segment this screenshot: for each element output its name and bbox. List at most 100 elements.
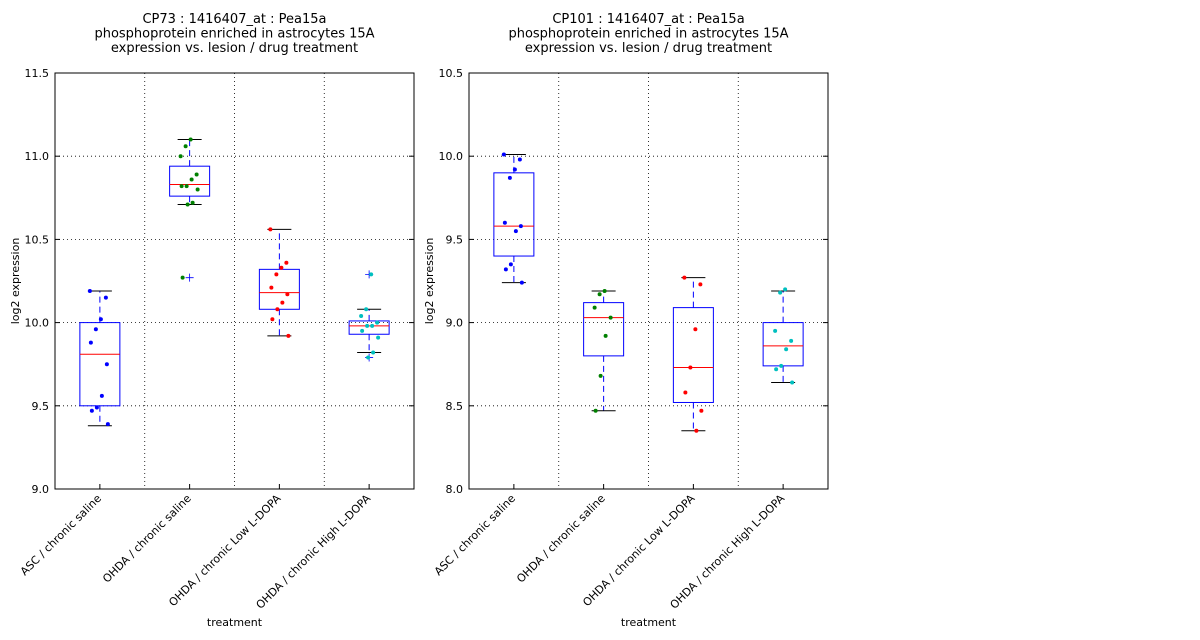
data-point xyxy=(89,408,94,413)
box xyxy=(79,322,121,407)
x-tick-label: ASC / chronic saline xyxy=(18,492,104,578)
chart-title: CP101 : 1416407_at : Pea15a xyxy=(552,12,744,27)
y-tick-label: 10.5 xyxy=(25,233,50,246)
data-point xyxy=(519,280,524,285)
y-tick-label: 9.0 xyxy=(446,317,464,330)
data-point xyxy=(512,167,517,172)
data-point xyxy=(376,335,381,340)
data-point xyxy=(598,373,603,378)
data-point xyxy=(99,393,104,398)
data-point xyxy=(280,300,285,305)
data-point xyxy=(365,323,370,328)
x-tick-label: ASC / chronic saline xyxy=(432,492,518,578)
data-point xyxy=(682,275,687,280)
data-point xyxy=(93,327,98,332)
data-point xyxy=(268,227,273,232)
box xyxy=(672,307,714,403)
data-point xyxy=(359,313,364,318)
data-point xyxy=(518,224,523,229)
data-point xyxy=(370,323,375,328)
y-tick-label: 10.5 xyxy=(439,67,464,80)
data-point xyxy=(602,288,607,293)
data-point xyxy=(774,367,779,372)
chart: CP73 : 1416407_at : Pea15aphosphoprotein… xyxy=(9,12,415,629)
y-tick-label: 8.5 xyxy=(446,400,464,413)
x-tick-label: OHDA / chronic saline xyxy=(100,492,194,586)
data-point xyxy=(694,428,699,433)
y-axis-label: log2 expression xyxy=(423,238,436,325)
y-tick-label: 10.0 xyxy=(439,150,464,163)
box xyxy=(583,302,625,357)
data-point xyxy=(517,157,522,162)
data-point xyxy=(270,317,275,322)
data-point xyxy=(104,362,109,367)
data-point xyxy=(501,152,506,157)
chart-title: expression vs. lesion / drug treatment xyxy=(525,41,772,56)
data-point xyxy=(183,144,188,149)
data-point xyxy=(778,290,783,295)
data-point xyxy=(688,365,693,370)
data-point xyxy=(502,220,507,225)
data-point xyxy=(190,200,195,205)
data-point xyxy=(285,292,290,297)
y-tick-label: 9.5 xyxy=(446,233,464,246)
y-tick-label: 10.0 xyxy=(25,317,50,330)
data-point xyxy=(592,305,597,310)
data-point xyxy=(790,380,795,385)
box xyxy=(348,320,390,335)
data-point xyxy=(360,328,365,333)
chart-title: expression vs. lesion / drug treatment xyxy=(111,41,358,56)
data-point xyxy=(784,347,789,352)
box xyxy=(169,165,211,197)
data-point xyxy=(98,317,103,322)
chart: CP101 : 1416407_at : Pea15aphosphoprotei… xyxy=(423,12,829,629)
y-tick-label: 9.5 xyxy=(32,400,50,413)
data-point xyxy=(88,340,93,345)
data-point xyxy=(699,408,704,413)
box xyxy=(762,322,804,367)
data-point xyxy=(683,390,688,395)
data-point xyxy=(179,184,184,189)
data-point xyxy=(608,315,613,320)
data-point xyxy=(364,307,369,312)
data-point xyxy=(773,328,778,333)
data-point xyxy=(371,350,376,355)
y-tick-label: 11.0 xyxy=(25,150,50,163)
outlier xyxy=(185,273,194,282)
data-point xyxy=(275,307,280,312)
box xyxy=(258,268,300,310)
chart-title: phosphoprotein enriched in astrocytes 15… xyxy=(94,27,374,42)
data-point xyxy=(178,154,183,159)
data-point xyxy=(185,202,190,207)
data-point xyxy=(194,172,199,177)
data-point xyxy=(693,327,698,332)
data-point xyxy=(269,285,274,290)
data-point xyxy=(698,282,703,287)
data-point xyxy=(503,267,508,272)
x-axis-label: treatment xyxy=(207,616,263,629)
plot-frame xyxy=(54,72,415,490)
data-point xyxy=(508,262,513,267)
data-point xyxy=(103,295,108,300)
data-point xyxy=(184,184,189,189)
chart-title: phosphoprotein enriched in astrocytes 15… xyxy=(508,27,788,42)
data-point xyxy=(94,405,99,410)
data-point xyxy=(603,333,608,338)
data-point xyxy=(195,187,200,192)
data-point xyxy=(87,288,92,293)
data-point xyxy=(513,229,518,234)
data-point xyxy=(274,272,279,277)
x-tick-label: OHDA / chronic saline xyxy=(514,492,608,586)
data-point xyxy=(593,408,598,413)
data-point xyxy=(375,320,380,325)
x-axis-label: treatment xyxy=(621,616,677,629)
y-tick-label: 9.0 xyxy=(32,483,50,496)
data-point xyxy=(507,175,512,180)
data-point xyxy=(783,287,788,292)
data-point xyxy=(779,363,784,368)
data-point xyxy=(789,338,794,343)
y-tick-label: 8.0 xyxy=(446,483,464,496)
plot-frame xyxy=(468,72,829,490)
